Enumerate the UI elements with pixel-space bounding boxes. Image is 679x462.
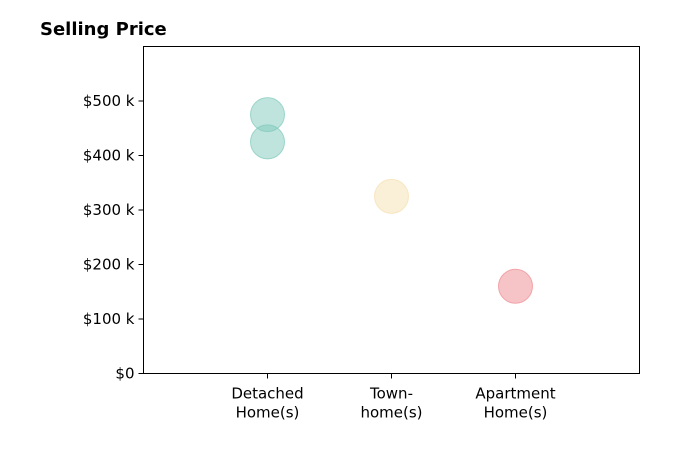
y-tick-label: $0 <box>115 365 134 383</box>
x-tick-label: Apartment <box>475 385 555 403</box>
x-tick-label: Town- <box>369 385 413 403</box>
x-tick-label: home(s) <box>360 404 422 422</box>
x-tick-label: Detached <box>231 385 303 403</box>
data-points <box>250 97 533 304</box>
y-tick-label: $300 k <box>83 201 135 219</box>
data-point <box>498 268 533 304</box>
x-tick-label: Home(s) <box>236 404 300 422</box>
x-axis-ticks: DetachedHome(s)Town-home(s)ApartmentHome… <box>231 373 556 422</box>
data-point <box>250 124 285 160</box>
y-tick-label: $200 k <box>83 256 135 274</box>
data-point <box>374 178 409 214</box>
chart-title: Selling Price <box>40 19 167 40</box>
plot-frame <box>143 46 640 374</box>
y-tick-label: $500 k <box>83 92 135 110</box>
y-tick-label: $100 k <box>83 310 135 328</box>
y-tick-label: $400 k <box>83 147 135 165</box>
x-tick-label: Home(s) <box>484 404 548 422</box>
y-axis-ticks: $0 $100 k $200 k $300 k $400 k $500 k <box>83 92 144 383</box>
